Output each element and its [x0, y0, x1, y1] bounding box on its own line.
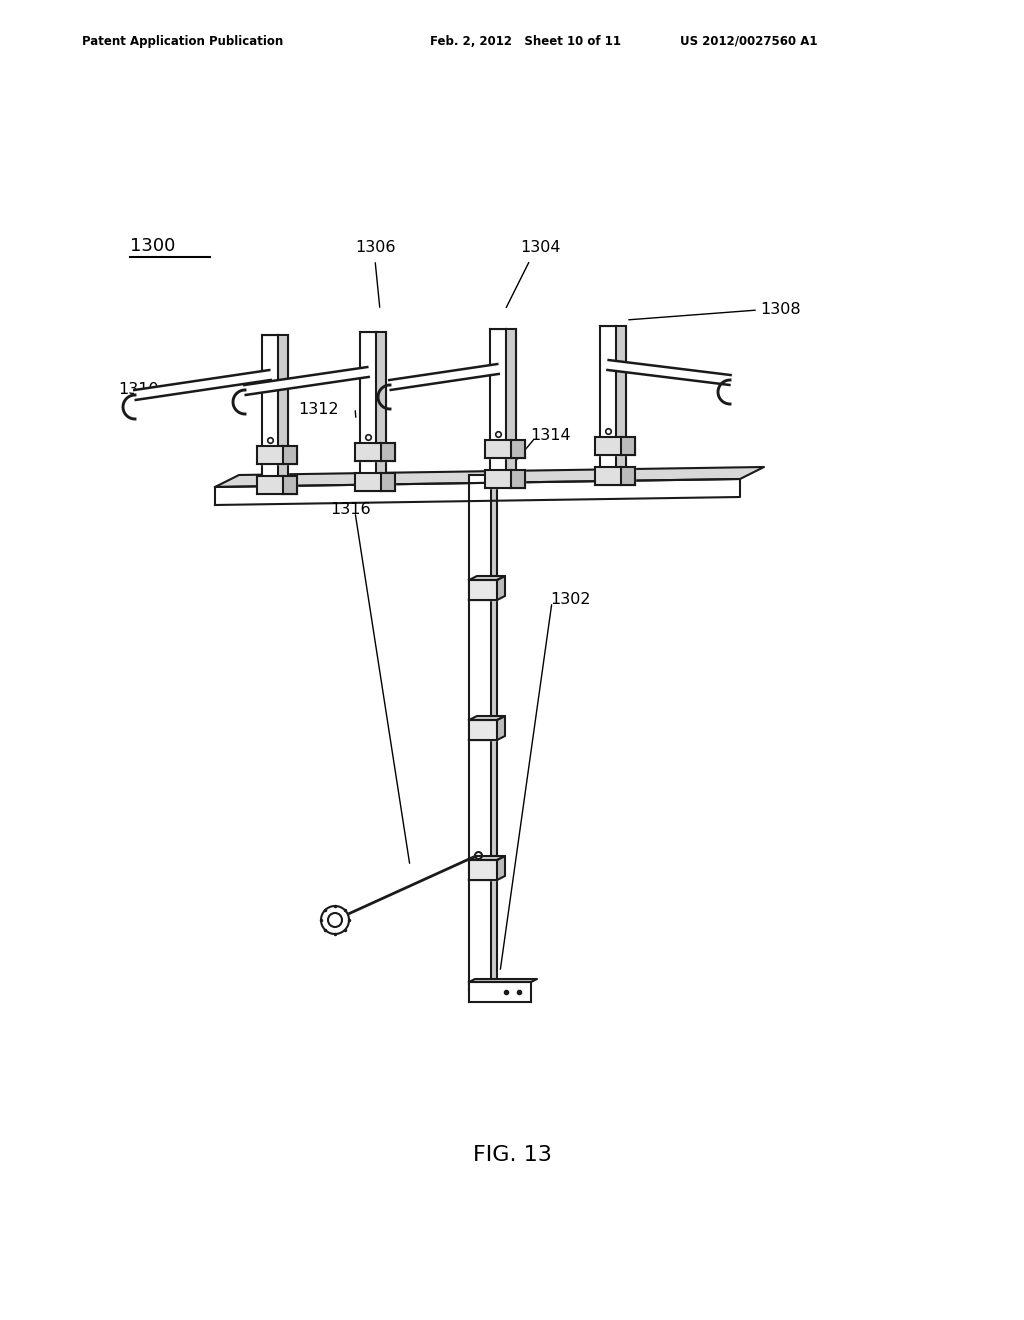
- Polygon shape: [376, 333, 386, 482]
- Polygon shape: [595, 467, 621, 484]
- Polygon shape: [497, 855, 505, 880]
- Circle shape: [321, 906, 349, 935]
- Polygon shape: [381, 473, 395, 491]
- Polygon shape: [490, 737, 497, 880]
- Polygon shape: [469, 741, 490, 880]
- Text: 1316: 1316: [330, 503, 371, 517]
- Text: Patent Application Publication: Patent Application Publication: [82, 36, 284, 48]
- Polygon shape: [134, 370, 270, 400]
- Text: 1314: 1314: [530, 428, 570, 442]
- Polygon shape: [257, 446, 283, 465]
- Polygon shape: [600, 326, 616, 477]
- Polygon shape: [469, 475, 490, 601]
- Polygon shape: [490, 473, 497, 601]
- Polygon shape: [511, 470, 525, 488]
- Polygon shape: [616, 326, 626, 477]
- Polygon shape: [469, 601, 490, 741]
- Polygon shape: [262, 335, 278, 484]
- Polygon shape: [245, 367, 369, 395]
- Polygon shape: [360, 333, 376, 482]
- Polygon shape: [215, 467, 764, 487]
- Text: 1300: 1300: [130, 238, 175, 255]
- Text: FIG. 13: FIG. 13: [472, 1144, 552, 1166]
- Polygon shape: [283, 446, 297, 465]
- Text: 1306: 1306: [355, 240, 395, 255]
- Text: 1310: 1310: [118, 383, 159, 397]
- Text: 1308: 1308: [760, 302, 801, 318]
- Text: 1302: 1302: [550, 593, 591, 607]
- Polygon shape: [607, 360, 730, 385]
- Polygon shape: [469, 576, 505, 579]
- Polygon shape: [469, 861, 497, 880]
- Polygon shape: [621, 437, 635, 455]
- Polygon shape: [469, 715, 505, 719]
- Polygon shape: [283, 477, 297, 494]
- Polygon shape: [621, 467, 635, 484]
- Polygon shape: [381, 444, 395, 461]
- Text: 1304: 1304: [520, 240, 560, 255]
- Polygon shape: [490, 329, 506, 479]
- Text: 1312: 1312: [298, 403, 339, 417]
- Polygon shape: [497, 576, 505, 601]
- Polygon shape: [469, 855, 505, 861]
- Polygon shape: [278, 335, 288, 484]
- Polygon shape: [215, 479, 740, 506]
- Polygon shape: [595, 437, 621, 455]
- Polygon shape: [257, 477, 283, 494]
- Polygon shape: [469, 719, 497, 741]
- Polygon shape: [469, 982, 531, 1002]
- Polygon shape: [389, 364, 499, 389]
- Polygon shape: [490, 597, 497, 741]
- Polygon shape: [469, 579, 497, 601]
- Polygon shape: [485, 470, 511, 488]
- Text: US 2012/0027560 A1: US 2012/0027560 A1: [680, 36, 817, 48]
- Polygon shape: [469, 880, 490, 990]
- Polygon shape: [355, 444, 381, 461]
- Polygon shape: [511, 440, 525, 458]
- Polygon shape: [490, 876, 497, 990]
- Polygon shape: [506, 329, 516, 479]
- Polygon shape: [355, 473, 381, 491]
- Text: Feb. 2, 2012   Sheet 10 of 11: Feb. 2, 2012 Sheet 10 of 11: [430, 36, 621, 48]
- Polygon shape: [469, 979, 537, 982]
- Polygon shape: [497, 715, 505, 741]
- Polygon shape: [485, 440, 511, 458]
